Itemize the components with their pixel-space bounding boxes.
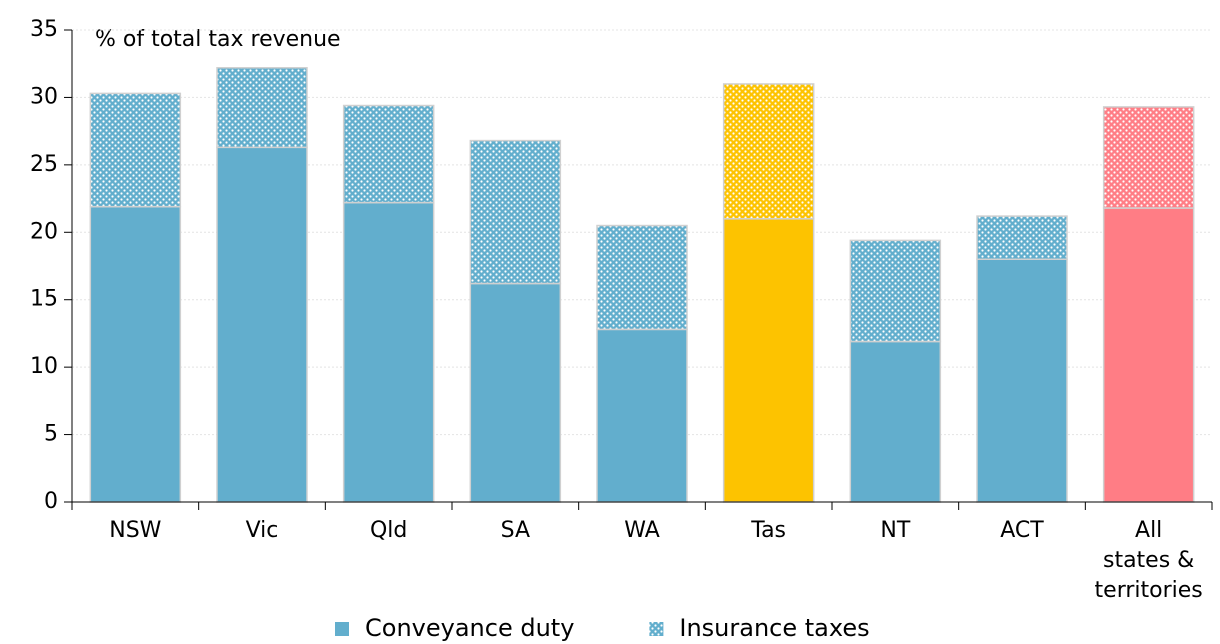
bar-segment bbox=[976, 258, 1068, 503]
x-tick-label: All states & territories bbox=[1094, 518, 1203, 603]
y-tick-label: 0 bbox=[44, 489, 58, 514]
bar-segment bbox=[89, 205, 182, 503]
x-tick-label: SA bbox=[500, 518, 531, 543]
legend-label: Insurance taxes bbox=[679, 614, 869, 642]
bar-segment bbox=[849, 340, 942, 503]
x-tick-label: Qld bbox=[369, 518, 408, 543]
y-tick-label: 20 bbox=[30, 219, 58, 244]
legend-swatch bbox=[649, 622, 664, 636]
bar-segment bbox=[1102, 106, 1195, 209]
legend-label: Conveyance duty bbox=[365, 614, 574, 642]
bar-segment bbox=[596, 328, 688, 503]
y-tick-label: 30 bbox=[30, 84, 58, 109]
bar-segment bbox=[342, 104, 435, 204]
bar-segment bbox=[216, 67, 308, 149]
y-tick-label: 35 bbox=[30, 17, 58, 42]
x-tick-label: Tas bbox=[751, 518, 787, 543]
bar-segment bbox=[469, 139, 562, 285]
bar-segment bbox=[722, 218, 815, 503]
y-axis-label: % of total tax revenue bbox=[95, 27, 341, 52]
x-tick-label: WA bbox=[624, 518, 660, 543]
bar-segment bbox=[342, 201, 435, 503]
bar-segment bbox=[722, 83, 815, 220]
bar-segment bbox=[596, 224, 688, 331]
x-tick-label: NT bbox=[880, 518, 911, 543]
y-tick-label: 10 bbox=[30, 354, 58, 379]
x-tick-label: Vic bbox=[245, 518, 279, 543]
y-tick-label: 5 bbox=[44, 422, 58, 447]
bar-segment bbox=[89, 92, 182, 208]
bar-segment bbox=[849, 239, 942, 343]
y-tick-label: 25 bbox=[30, 152, 58, 177]
bar-segment bbox=[976, 215, 1068, 261]
bar-segment bbox=[216, 146, 308, 503]
bar-segment bbox=[469, 282, 562, 503]
x-tick-label: NSW bbox=[109, 518, 162, 543]
legend-swatch bbox=[335, 622, 349, 636]
y-tick-label: 15 bbox=[30, 287, 58, 312]
x-tick-label: ACT bbox=[1000, 518, 1044, 543]
bar-segment bbox=[1102, 207, 1195, 503]
